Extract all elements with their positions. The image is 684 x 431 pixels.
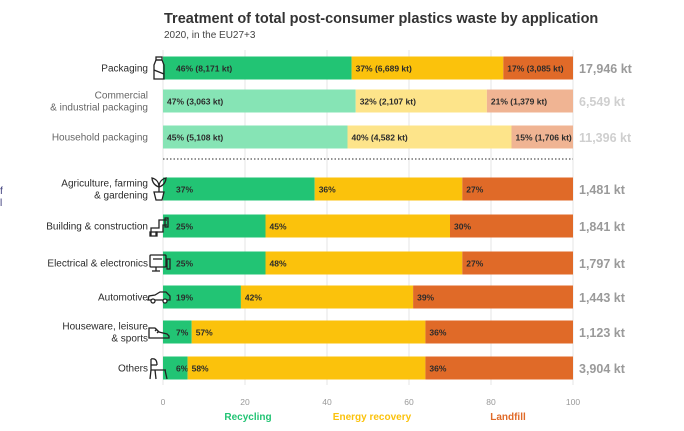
data-label: 30% <box>454 222 471 232</box>
data-label: 37% <box>176 185 193 195</box>
data-label: 36% <box>319 185 336 195</box>
category-label: Building & construction <box>46 222 148 233</box>
total-label: 1,797 kt <box>579 257 626 271</box>
pipe-icon <box>149 217 169 237</box>
category-label: Commercial <box>95 91 148 102</box>
total-label: 1,123 kt <box>579 326 626 340</box>
total-label: 1,481 kt <box>579 183 626 197</box>
data-label: 36% <box>429 328 446 338</box>
bar-recycling <box>163 89 356 113</box>
bar-landfill <box>462 177 573 201</box>
bar-energy-recovery <box>265 251 463 275</box>
cropped-edge-mark: l <box>0 198 3 209</box>
x-tick-label: 0 <box>161 397 166 407</box>
total-label: 6,549 kt <box>579 95 626 109</box>
data-label: 27% <box>466 259 483 269</box>
bar-energy-recovery <box>265 214 450 238</box>
bar-recycling <box>163 320 192 344</box>
data-label: 25% <box>176 222 193 232</box>
bar-landfill <box>413 285 573 309</box>
total-label: 11,396 kt <box>579 131 632 145</box>
total-label: 3,904 kt <box>579 362 626 376</box>
bar-recycling <box>163 285 241 309</box>
data-label: 25% <box>176 259 193 269</box>
bar-recycling <box>163 125 348 149</box>
data-label: 27% <box>466 185 483 195</box>
bar-landfill <box>486 89 573 113</box>
legend-energy-recovery: Energy recovery <box>333 412 412 423</box>
bar-landfill <box>503 56 573 80</box>
monitor-icon <box>149 254 171 272</box>
total-label: 17,946 kt <box>579 62 633 76</box>
x-tick-label: 80 <box>486 397 496 407</box>
bar-landfill <box>511 125 573 149</box>
category-label: Others <box>118 364 148 375</box>
data-label: 40% (4,582 kt) <box>352 133 408 143</box>
data-label: 21% (1,379 kt) <box>491 97 547 107</box>
cropped-edge-mark: f <box>0 186 3 197</box>
data-label: 58% <box>192 364 209 374</box>
total-label: 1,841 kt <box>579 220 626 234</box>
data-label: 6% <box>176 364 189 374</box>
sneaker-icon <box>148 327 170 339</box>
category-label: & industrial packaging <box>50 103 148 114</box>
data-label: 45% <box>270 222 287 232</box>
category-label: Electrical & electronics <box>47 259 148 270</box>
chair-icon <box>149 358 168 380</box>
bar-energy-recovery <box>351 56 504 80</box>
plant-icon <box>151 177 167 201</box>
bar-recycling <box>163 251 266 275</box>
chart-title: Treatment of total post-consumer plastic… <box>164 11 599 27</box>
category-label: Agriculture, farming <box>61 179 148 190</box>
data-label: 45% (5,108 kt) <box>167 133 223 143</box>
data-label: 46% (8,171 kt) <box>176 64 232 74</box>
bar-energy-recovery <box>240 285 414 309</box>
legend-recycling: Recycling <box>224 412 271 423</box>
data-label: 48% <box>270 259 287 269</box>
bar-landfill <box>462 251 573 275</box>
chart-subtitle: 2020, in the EU27+3 <box>164 30 256 41</box>
bar-landfill <box>425 320 573 344</box>
category-label: Packaging <box>101 64 148 75</box>
data-label: 32% (2,107 kt) <box>360 97 416 107</box>
car-icon <box>147 291 171 304</box>
bar-energy-recovery <box>347 125 512 149</box>
bar-landfill <box>450 214 573 238</box>
category-label: & gardening <box>94 191 148 202</box>
category-label: Automotive <box>98 293 148 304</box>
data-label: 19% <box>176 293 193 303</box>
data-label: 47% (3,063 kt) <box>167 97 223 107</box>
data-label: 36% <box>429 364 446 374</box>
category-label: & sports <box>111 334 148 345</box>
x-tick-label: 60 <box>404 397 414 407</box>
data-label: 39% <box>417 293 434 303</box>
x-tick-label: 40 <box>322 397 332 407</box>
category-label: Houseware, leisure <box>62 322 148 333</box>
bar-energy-recovery <box>187 356 426 380</box>
category-label: Household packaging <box>52 133 148 144</box>
x-tick-label: 100 <box>566 397 580 407</box>
bar-energy-recovery <box>355 89 487 113</box>
bar-recycling <box>163 214 266 238</box>
bar-energy-recovery <box>191 320 426 344</box>
bar-landfill <box>425 356 573 380</box>
bar-energy-recovery <box>314 177 463 201</box>
data-label: 57% <box>196 328 213 338</box>
bar-recycling <box>163 56 352 80</box>
data-label: 15% (1,706 kt) <box>516 133 572 143</box>
x-tick-label: 20 <box>240 397 250 407</box>
data-label: 17% (3,085 kt) <box>507 64 563 74</box>
bar-recycling <box>163 177 315 201</box>
total-label: 1,443 kt <box>579 291 626 305</box>
legend-landfill: Landfill <box>490 412 526 423</box>
data-label: 42% <box>245 293 262 303</box>
data-label: 37% (6,689 kt) <box>356 64 412 74</box>
bar-recycling <box>163 356 188 380</box>
data-label: 7% <box>176 328 189 338</box>
bottle-icon <box>153 56 165 80</box>
